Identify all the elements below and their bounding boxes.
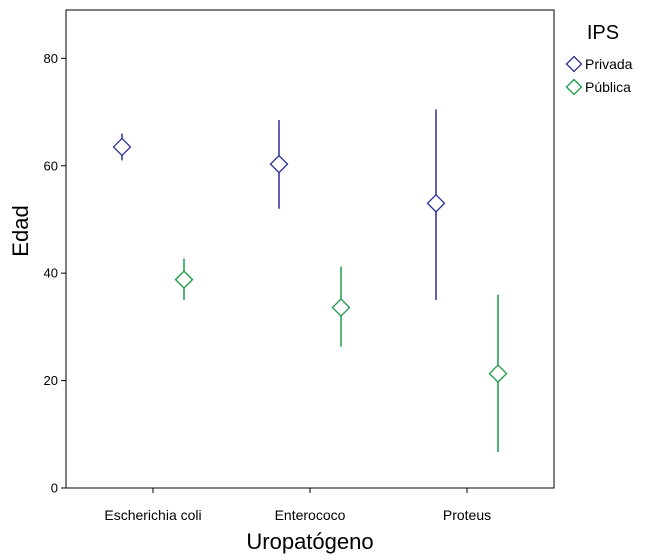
- y-tick-label: 80: [44, 51, 58, 66]
- mean-marker: [331, 298, 351, 317]
- mean-marker: [426, 193, 446, 213]
- plot-frame: [65, 9, 555, 489]
- y-tick-label: 40: [44, 266, 58, 281]
- x-tick-label: Escherichia coli: [104, 507, 201, 523]
- x-tick-label: Proteus: [443, 507, 491, 523]
- legend-label: Privada: [585, 56, 633, 72]
- x-axis: Escherichia coli Enterococo Proteus: [104, 488, 491, 523]
- legend-marker: [565, 55, 583, 73]
- legend-title: IPS: [587, 22, 619, 44]
- legend-label: Pública: [585, 79, 631, 95]
- mean-marker: [269, 154, 289, 174]
- data-marks: [112, 109, 508, 453]
- y-tick-label: 20: [44, 373, 58, 388]
- y-tick-label: 60: [44, 158, 58, 173]
- mean-marker: [488, 364, 508, 384]
- legend: IPS Privada Pública: [565, 22, 633, 96]
- mean-marker: [174, 270, 194, 290]
- legend-marker: [565, 78, 583, 96]
- mean-marker: [112, 137, 132, 157]
- y-axis: 0 20 40 60 80: [44, 51, 66, 496]
- y-axis-title: Edad: [8, 205, 33, 256]
- x-axis-title: Uropatógeno: [246, 529, 373, 554]
- x-tick-label: Enterococo: [275, 507, 346, 523]
- y-tick-label: 0: [51, 481, 58, 496]
